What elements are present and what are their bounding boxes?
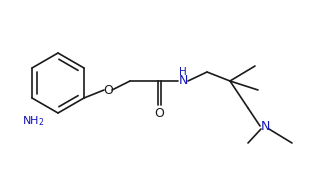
Text: O: O: [155, 107, 164, 120]
Text: O: O: [103, 83, 113, 96]
Text: N: N: [260, 119, 270, 132]
Text: N: N: [178, 75, 188, 88]
Text: NH$_2$: NH$_2$: [22, 114, 44, 128]
Text: H: H: [179, 67, 187, 77]
